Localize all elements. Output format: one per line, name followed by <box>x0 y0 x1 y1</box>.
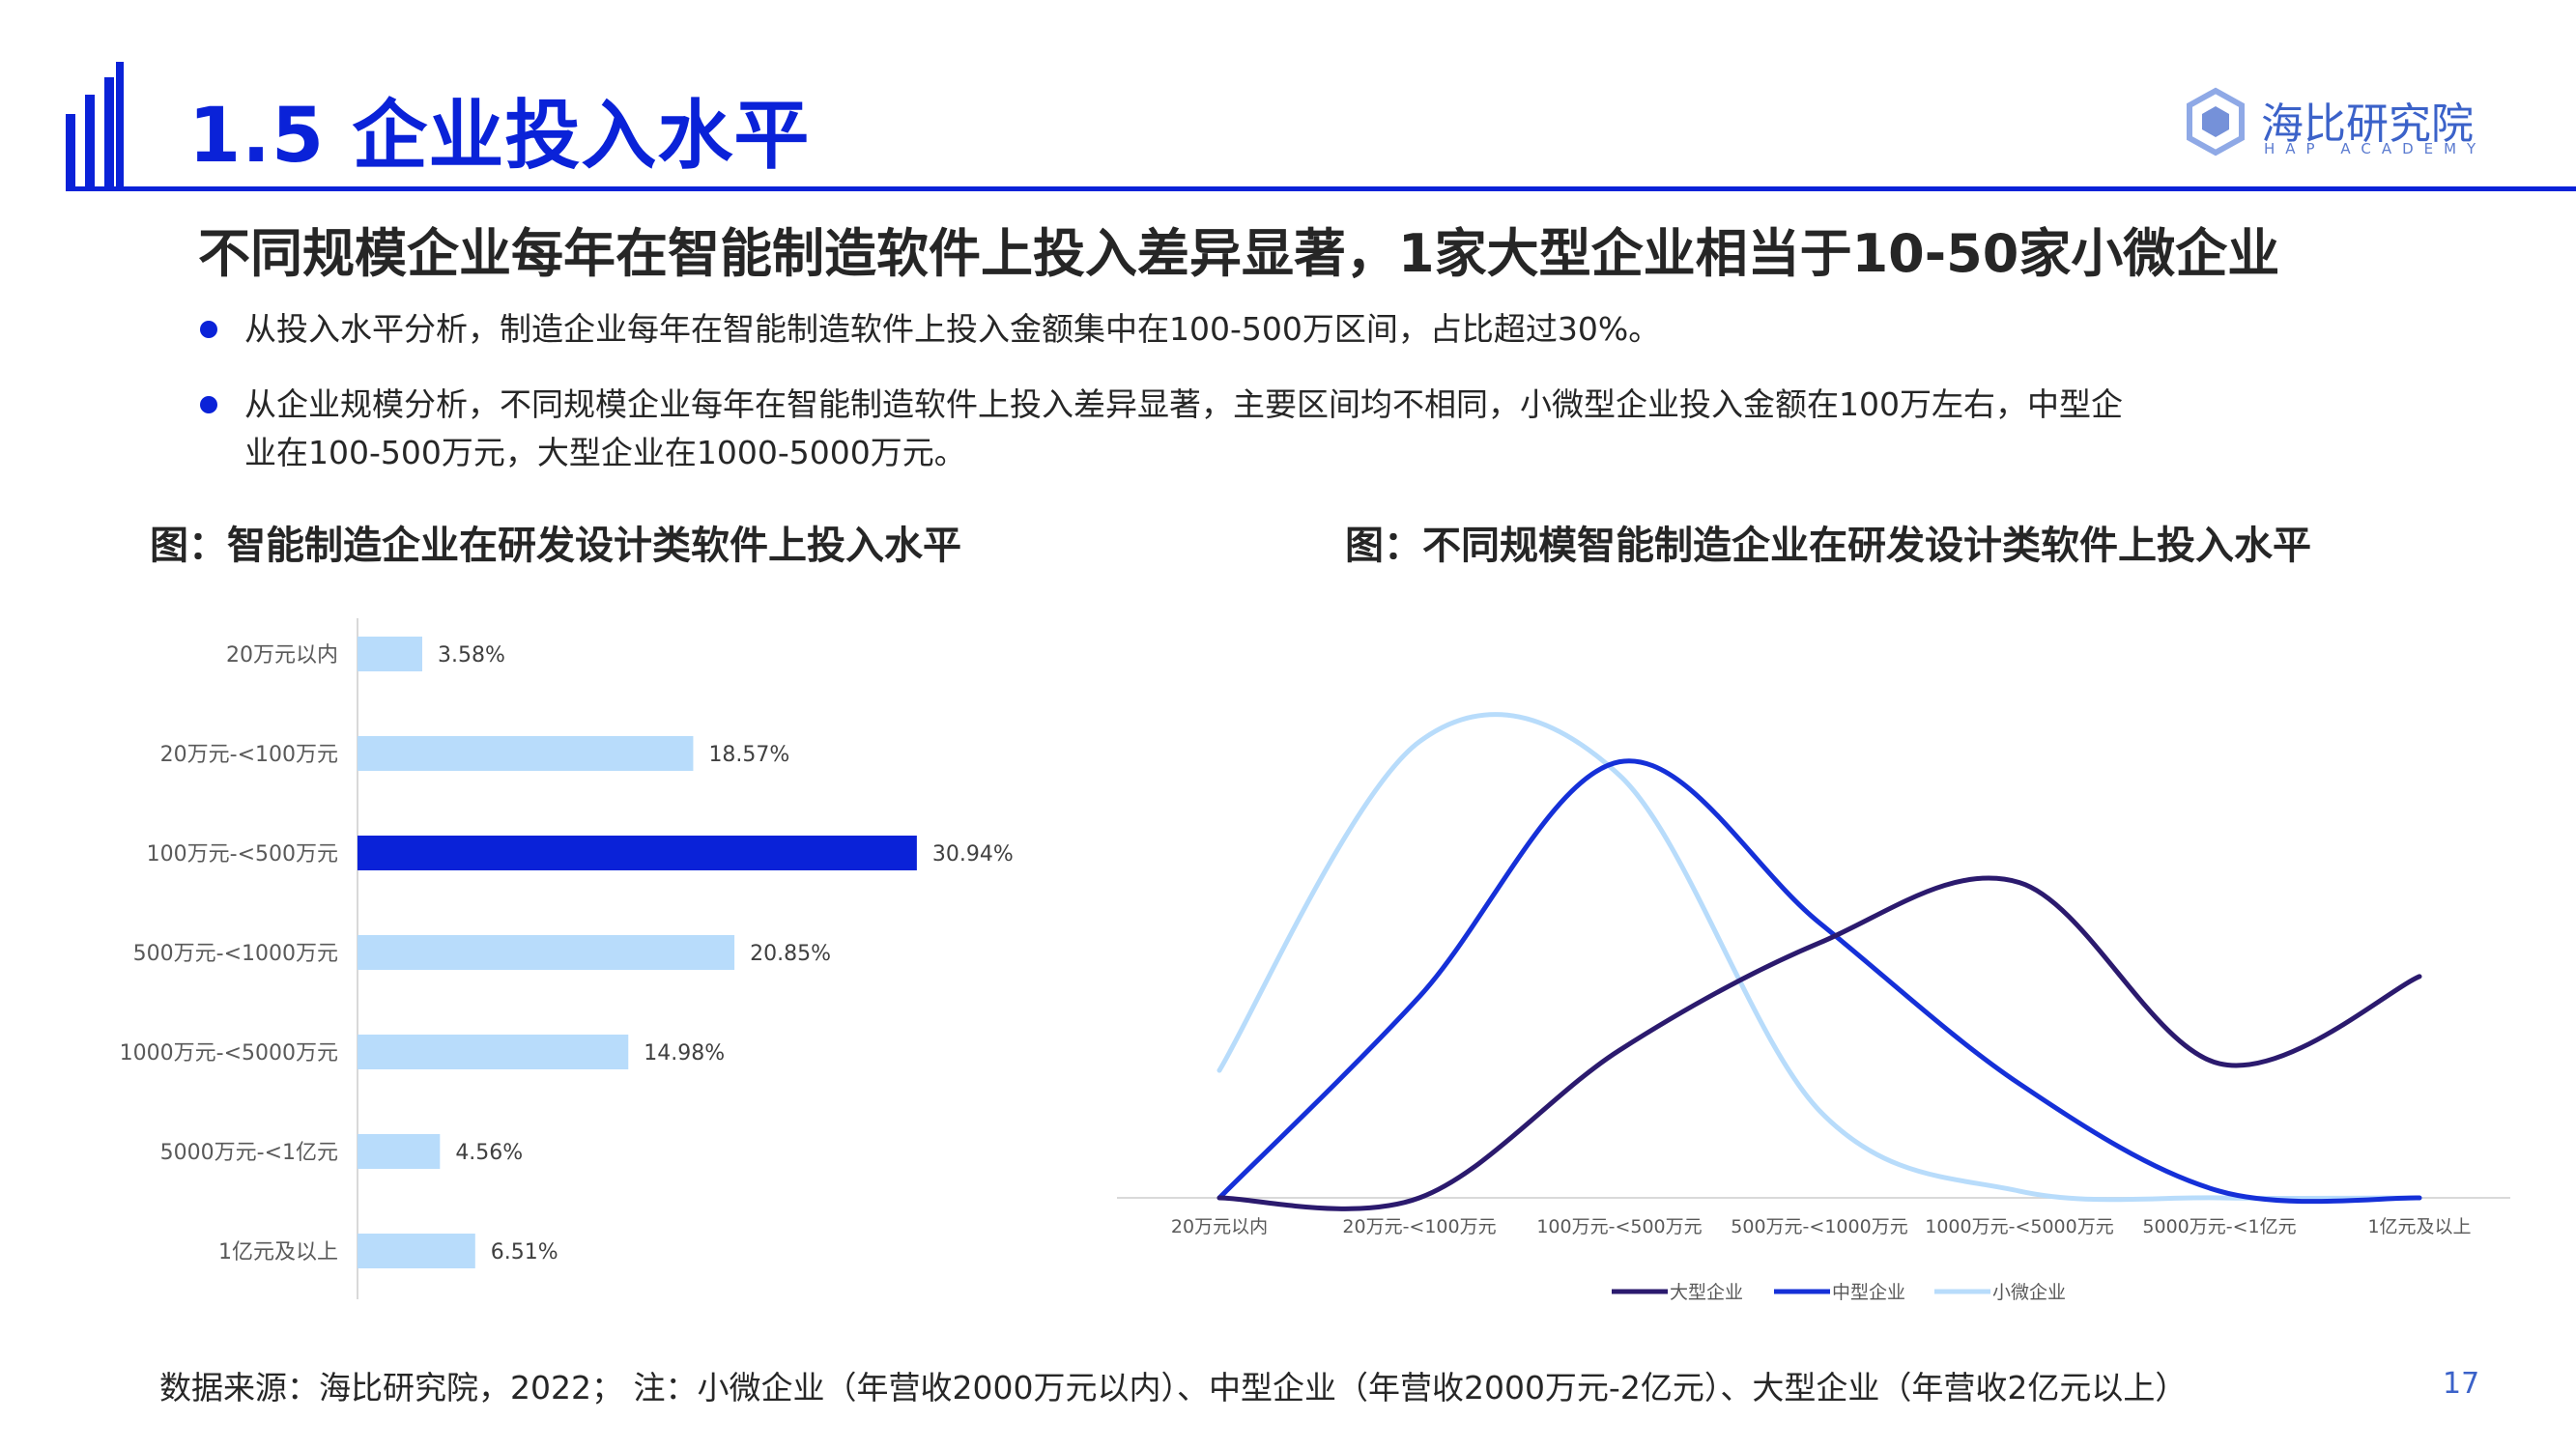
bar <box>358 1234 475 1268</box>
line-category-label: 20万元以内 <box>1171 1216 1268 1237</box>
headline: 不同规模企业每年在智能制造软件上投入差异显著，1家大型企业相当于10-50家小微… <box>198 223 2280 284</box>
line-category-label: 5000万元-<1亿元 <box>2142 1216 2296 1237</box>
legend-label: 大型企业 <box>1670 1282 1743 1303</box>
logo-subtitle: HAP ACADEMY <box>2264 140 2487 157</box>
page-title: 1.5 企业投入水平 <box>188 93 811 180</box>
bar-value-label: 6.51% <box>491 1240 558 1264</box>
bar-value-label: 3.58% <box>438 643 505 668</box>
bar-category-label: 100万元-<500万元 <box>147 842 338 867</box>
logo <box>2186 87 2246 156</box>
series-line-2 <box>1216 712 2422 1203</box>
bullet-2-line1: 从企业规模分析，不同规模企业每年在智能制造软件上投入差异显著，主要区间均不相同，… <box>244 385 2123 423</box>
bar-value-label: 14.98% <box>644 1041 725 1065</box>
source-note: 数据来源：海比研究院，2022； 注：小微企业（年营收2000万元以内）、中型企… <box>159 1369 2188 1406</box>
bar <box>358 1134 441 1169</box>
line-category-label: 500万元-<1000万元 <box>1731 1216 1907 1237</box>
bullet-dot <box>200 396 217 413</box>
bar <box>358 637 422 671</box>
bar-category-label: 20万元-<100万元 <box>160 743 338 767</box>
bar <box>358 736 694 771</box>
line-chart: 20万元以内 20万元-<100万元 100万元-<500万元 500万元-<1000… <box>1117 712 2510 1303</box>
bullet-1: 从投入水平分析，制造企业每年在智能制造软件上投入金额集中在100-500万区间，… <box>244 305 1660 354</box>
line-category-label: 1亿元及以上 <box>2367 1216 2471 1237</box>
bar-value-label: 30.94% <box>932 842 1014 867</box>
left-chart-title: 图：智能制造企业在研发设计类软件上投入水平 <box>150 524 961 568</box>
logo-cube-icon <box>2187 87 2245 156</box>
bar <box>358 1035 629 1069</box>
bar-value-label: 4.56% <box>455 1141 523 1165</box>
bar <box>358 836 917 870</box>
page-number: 17 <box>2443 1367 2480 1401</box>
line-category-label: 20万元-<100万元 <box>1342 1216 1496 1237</box>
right-chart-title: 图：不同规模智能制造企业在研发设计类软件上投入水平 <box>1345 524 2311 568</box>
bar <box>358 935 735 970</box>
logo-name: 海比研究院 <box>2261 99 2474 149</box>
legend-label: 中型企业 <box>1832 1282 1905 1303</box>
legend-label: 小微企业 <box>1992 1282 2066 1303</box>
bar-category-label: 5000万元-<1亿元 <box>160 1141 338 1165</box>
bar-category-label: 1000万元-<5000万元 <box>120 1041 338 1065</box>
bullet-1-line1: 从投入水平分析，制造企业每年在智能制造软件上投入金额集中在100-500万区间，… <box>244 310 1661 348</box>
bullet-2-line2: 业在100-500万元，大型企业在1000-5000万元。 <box>244 434 966 471</box>
bullet-2: 从企业规模分析，不同规模企业每年在智能制造软件上投入差异显著，主要区间均不相同，… <box>244 381 2123 477</box>
title-divider <box>66 186 2576 191</box>
bar-category-label: 20万元以内 <box>226 643 338 668</box>
bar-category-label: 500万元-<1000万元 <box>133 942 338 966</box>
bar-value-label: 18.57% <box>708 743 789 767</box>
bar-category-label: 1亿元及以上 <box>218 1240 338 1264</box>
bar-chart: 20万元以内 3.58% 20万元-<100万元 18.57% 100万元-<500万元… <box>120 618 1014 1299</box>
series-line-0 <box>1216 875 2422 1211</box>
bullet-dot <box>200 321 217 338</box>
line-category-label: 100万元-<500万元 <box>1536 1216 1702 1237</box>
bar-value-label: 20.85% <box>750 942 831 966</box>
line-category-label: 1000万元-<5000万元 <box>1925 1216 2113 1237</box>
series-line-1 <box>1216 758 2422 1205</box>
